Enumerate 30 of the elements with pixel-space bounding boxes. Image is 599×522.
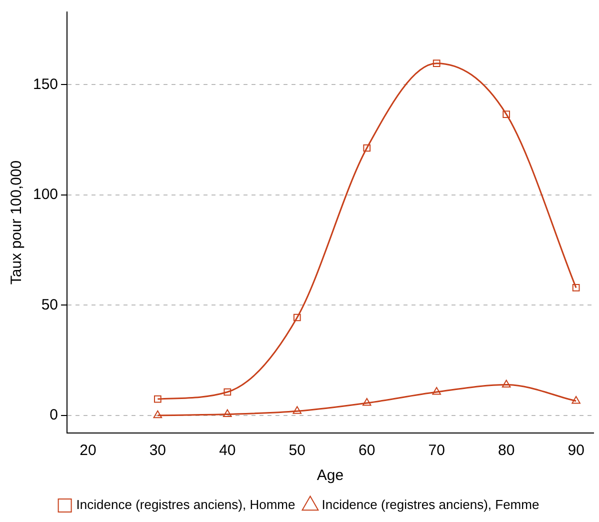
x-tick-label: 30 bbox=[149, 442, 166, 460]
x-tick-label: 70 bbox=[428, 442, 445, 460]
point bbox=[572, 396, 580, 404]
point bbox=[223, 409, 232, 418]
x-tick-label: 90 bbox=[568, 442, 584, 460]
x-tick-label: 50 bbox=[288, 442, 306, 460]
y-tick-label: 100 bbox=[32, 186, 58, 204]
y-axis-title: Taux pour 100,000 bbox=[8, 160, 26, 285]
y-tick-label: 0 bbox=[50, 406, 58, 424]
point bbox=[572, 284, 580, 292]
legend-label: Incidence (registres anciens), Femme bbox=[322, 497, 540, 512]
y-tick-label: 150 bbox=[32, 76, 58, 93]
x-tick-label: 80 bbox=[498, 442, 515, 460]
x-tick-label: 40 bbox=[219, 442, 236, 460]
x-axis-title: Age bbox=[316, 467, 344, 484]
point bbox=[502, 110, 510, 118]
point bbox=[432, 387, 441, 395]
point bbox=[502, 380, 511, 388]
point bbox=[153, 410, 162, 418]
point bbox=[363, 144, 371, 152]
point bbox=[224, 388, 232, 396]
point bbox=[292, 406, 302, 414]
point bbox=[362, 398, 372, 406]
point bbox=[154, 395, 162, 403]
point bbox=[432, 60, 440, 68]
x-tick-label: 20 bbox=[80, 442, 96, 460]
legend-label: Incidence (registres anciens), Homme bbox=[76, 497, 296, 512]
y-tick-label: 50 bbox=[41, 296, 58, 314]
x-tick-label: 60 bbox=[358, 442, 376, 460]
point bbox=[293, 314, 301, 322]
